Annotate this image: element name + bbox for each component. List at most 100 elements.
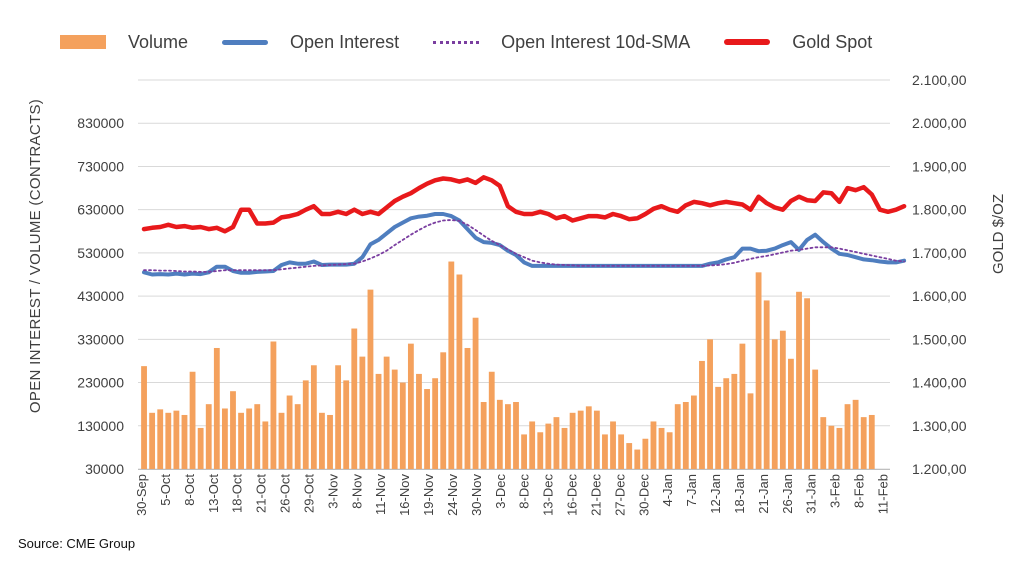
volume-bar xyxy=(440,352,447,469)
x-tick-label: 21-Oct xyxy=(254,474,269,513)
right-tick-label: 1.800,00 xyxy=(912,202,967,218)
volume-bar xyxy=(690,395,697,469)
left-tick-label: 430000 xyxy=(77,288,124,304)
sma-swatch xyxy=(433,40,480,44)
x-tick-label: 18-Oct xyxy=(230,474,245,513)
volume-bar xyxy=(221,408,228,469)
legend-label-open-interest: Open Interest xyxy=(290,31,400,52)
legend-item-sma: Open Interest 10d-SMA xyxy=(433,32,690,53)
x-tick-label: 11-Nov xyxy=(373,474,388,515)
x-tick-label: 19-Nov xyxy=(421,474,436,516)
x-tick-label: 26-Oct xyxy=(278,474,293,513)
legend-item-volume: Volume xyxy=(60,32,188,53)
legend-item-open-interest: Open Interest xyxy=(222,32,399,53)
volume-bar xyxy=(788,358,794,469)
volume-bar xyxy=(505,404,511,469)
volume-bar xyxy=(650,421,657,469)
volume-bar xyxy=(472,317,479,469)
volume-bar xyxy=(699,360,705,469)
x-axis-ticks: 30-Sep 5-Oct 8-Oct 13-Oct 18-Oct 21-Oct 26-Oct… xyxy=(134,469,891,516)
volume-bar xyxy=(189,371,196,469)
volume-bar xyxy=(213,347,220,469)
x-tick-label: 3-Feb xyxy=(828,474,843,508)
x-tick-label: 8-Nov xyxy=(349,474,364,509)
x-tick-label: 5-Oct xyxy=(158,474,173,506)
volume-bar xyxy=(173,410,180,469)
x-tick-label: 8-Feb xyxy=(852,474,867,508)
right-tick-label: 1.700,00 xyxy=(912,245,967,261)
volume-bar xyxy=(391,369,398,469)
x-tick-label: 4-Jan xyxy=(660,474,675,507)
x-tick-label: 30-Dec xyxy=(636,474,651,516)
x-tick-label: 16-Dec xyxy=(565,474,580,516)
volume-bar xyxy=(456,274,463,469)
volume-bar xyxy=(707,339,713,469)
x-tick-label: 24-Nov xyxy=(445,474,460,516)
x-tick-label: 26-Jan xyxy=(780,474,795,514)
volume-bar xyxy=(480,402,487,469)
x-tick-label: 31-Jan xyxy=(804,474,819,514)
volume-bar xyxy=(488,371,495,469)
left-tick-label: 130000 xyxy=(77,418,124,434)
volume-bar xyxy=(828,425,835,469)
volume-bar xyxy=(561,427,568,469)
x-tick-label: 3-Dec xyxy=(493,474,508,509)
volume-bar xyxy=(666,432,673,469)
source-note: Source: CME Group xyxy=(18,536,136,551)
legend: Volume Open Interest Open Interest 10d-S… xyxy=(60,30,906,54)
right-tick-label: 1.900,00 xyxy=(912,158,967,174)
right-tick-label: 2.000,00 xyxy=(912,115,967,131)
volume-bar xyxy=(448,261,455,469)
volume-bars xyxy=(141,261,875,469)
volume-bar xyxy=(359,356,366,469)
left-tick-label: 230000 xyxy=(77,375,124,391)
volume-bar xyxy=(327,414,333,469)
x-tick-label: 7-Jan xyxy=(684,474,699,507)
volume-bar xyxy=(569,412,576,469)
volume-bar xyxy=(383,356,390,469)
left-tick-label: 30000 xyxy=(85,461,124,477)
x-tick-label: 27-Dec xyxy=(612,474,627,516)
volume-bar xyxy=(270,341,277,469)
volume-bar xyxy=(496,399,503,469)
volume-bar xyxy=(618,434,625,469)
right-axis-label: GOLD $/OZ xyxy=(990,194,1007,274)
volume-bar xyxy=(230,391,236,469)
x-tick-label: 13-Dec xyxy=(541,474,556,516)
x-tick-label: 21-Jan xyxy=(756,474,771,514)
volume-bar xyxy=(432,378,439,469)
volume-bar xyxy=(682,402,689,469)
x-tick-label: 12-Jan xyxy=(708,474,723,514)
volume-bar xyxy=(577,410,584,469)
volume-bar xyxy=(246,408,253,469)
volume-bar xyxy=(254,404,261,469)
volume-bar xyxy=(529,421,536,469)
volume-bar xyxy=(310,365,317,469)
volume-bar xyxy=(731,373,738,469)
volume-bar xyxy=(302,380,309,469)
volume-bar xyxy=(739,343,746,469)
volume-bar xyxy=(642,438,649,469)
series-lines xyxy=(141,175,907,277)
volume-bar xyxy=(424,389,430,469)
volume-bar xyxy=(852,399,859,469)
volume-bar xyxy=(763,300,770,469)
volume-bar xyxy=(860,417,867,469)
volume-bar xyxy=(545,423,552,469)
legend-label-volume: Volume xyxy=(128,31,189,52)
open-interest-swatch xyxy=(222,39,269,45)
volume-bar xyxy=(464,347,471,469)
volume-bar xyxy=(755,272,762,469)
x-tick-label: 13-Oct xyxy=(206,474,221,513)
volume-bar xyxy=(634,449,641,469)
volume-bar xyxy=(602,434,608,469)
volume-bar xyxy=(157,409,164,469)
volume-bar xyxy=(820,417,827,469)
volume-bar xyxy=(399,382,406,469)
right-axis-ticks: 1.200,00 1.300,00 1.400,00 1.500,00 1.600,00… xyxy=(912,72,967,477)
right-tick-label: 1.600,00 xyxy=(912,288,967,304)
left-tick-label: 630000 xyxy=(77,202,124,218)
volume-bar xyxy=(513,402,519,469)
right-tick-label: 1.500,00 xyxy=(912,331,967,347)
